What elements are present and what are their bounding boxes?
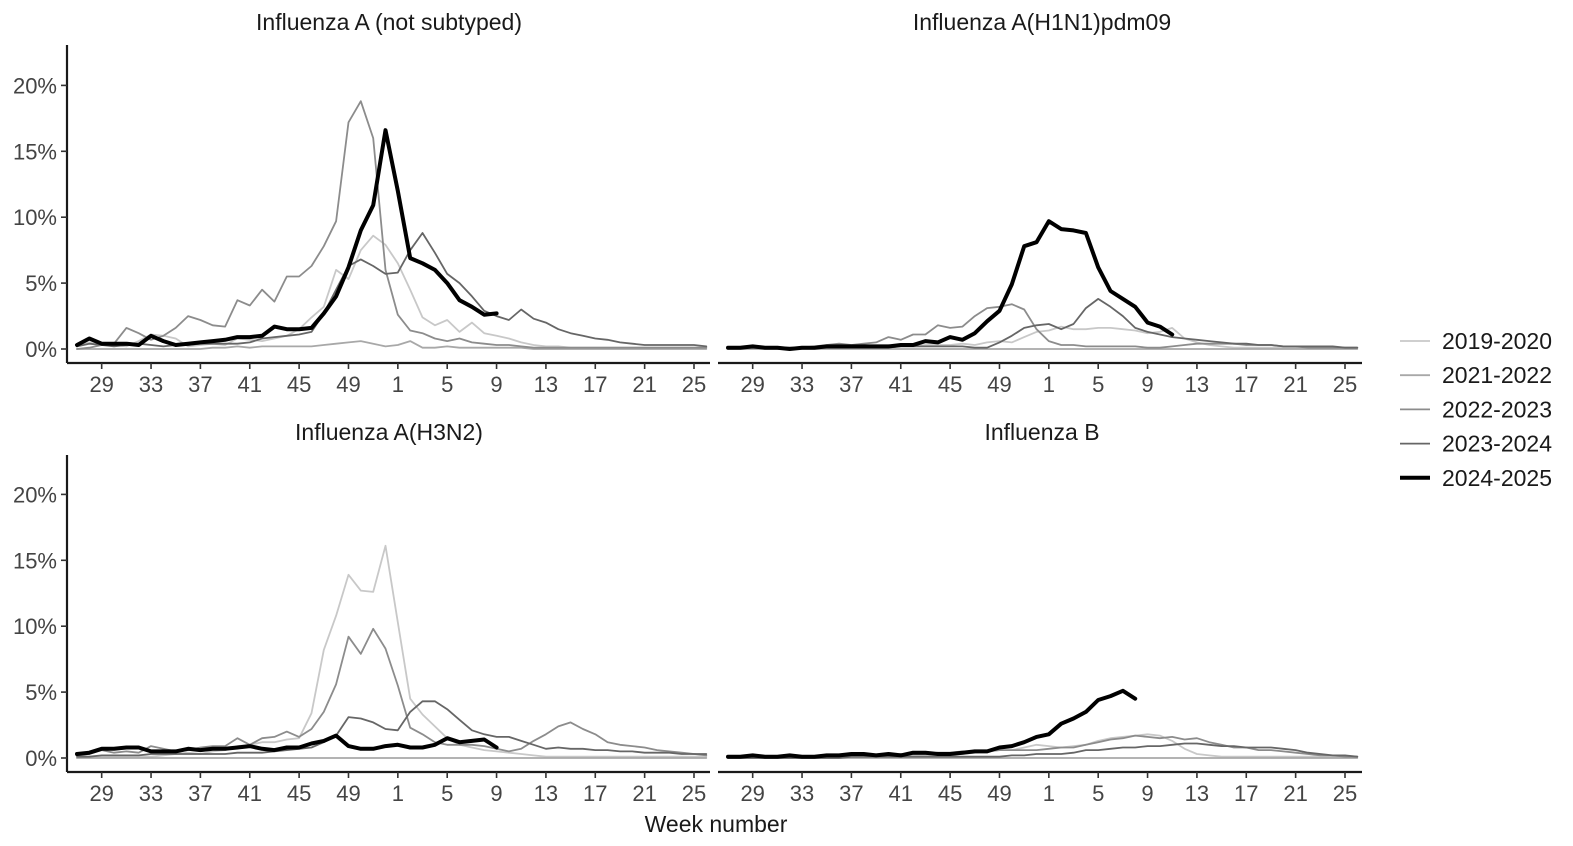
series-line-2023-2024 — [727, 742, 1359, 759]
y-tick-label: 0% — [25, 337, 57, 362]
x-tick-label: 29 — [740, 372, 764, 397]
x-tick-label: 5 — [1092, 372, 1104, 397]
series-line-2024-2025 — [75, 733, 499, 756]
x-tick-label: 13 — [534, 781, 558, 806]
series-line-2023-2024 — [727, 297, 1359, 349]
series-line-2022-2023 — [76, 100, 708, 350]
x-tick-label: 5 — [1092, 781, 1104, 806]
x-tick-label: 1 — [392, 372, 404, 397]
y-tick-label: 15% — [13, 548, 57, 573]
x-tick-label: 37 — [839, 781, 863, 806]
x-tick-label: 25 — [1333, 372, 1357, 397]
x-tick-label: 45 — [938, 372, 962, 397]
panel-title: Influenza A(H3N2) — [295, 419, 483, 445]
x-tick-label: 37 — [188, 781, 212, 806]
x-tick-label: 1 — [1043, 781, 1055, 806]
y-tick-label: 10% — [13, 614, 57, 639]
legend-label: 2019-2020 — [1442, 328, 1552, 354]
legend-label: 2021-2022 — [1442, 362, 1552, 388]
panel-title: Influenza A(H1N1)pdm09 — [913, 9, 1171, 35]
x-tick-label: 13 — [534, 372, 558, 397]
x-tick-label: 49 — [336, 781, 360, 806]
series-line-2024-2025 — [75, 128, 499, 347]
series-line-2019-2020 — [76, 544, 708, 759]
x-tick-label: 41 — [238, 372, 262, 397]
legend-label: 2023-2024 — [1442, 431, 1552, 457]
x-tick-label: 9 — [490, 781, 502, 806]
x-tick-label: 41 — [238, 781, 262, 806]
x-tick-label: 41 — [889, 372, 913, 397]
y-tick-label: 15% — [13, 139, 57, 164]
x-tick-label: 25 — [682, 372, 706, 397]
series-line-2022-2023 — [727, 303, 1359, 349]
series-line-2022-2023 — [76, 627, 708, 757]
x-tick-label: 9 — [490, 372, 502, 397]
x-tick-label: 13 — [1185, 781, 1209, 806]
x-tick-label: 45 — [287, 372, 311, 397]
x-tick-label: 41 — [889, 781, 913, 806]
x-tick-label: 49 — [336, 372, 360, 397]
x-tick-label: 33 — [139, 781, 163, 806]
x-tick-label: 21 — [632, 372, 656, 397]
x-tick-label: 33 — [790, 781, 814, 806]
x-tick-label: 21 — [1283, 781, 1307, 806]
x-tick-label: 17 — [1234, 372, 1258, 397]
x-tick-label: 21 — [1283, 372, 1307, 397]
x-tick-label: 49 — [987, 781, 1011, 806]
y-tick-label: 0% — [25, 746, 57, 771]
x-tick-label: 29 — [89, 372, 113, 397]
panel-title: Influenza A (not subtyped) — [256, 9, 522, 35]
series-line-2021-2022 — [76, 340, 708, 350]
chart-panel-3: Influenza A(H3N2) 0% 5% 10% 15% 20% 29 33 37 41 45… — [13, 419, 710, 806]
x-tick-label: 13 — [1185, 372, 1209, 397]
x-tick-label: 33 — [790, 372, 814, 397]
x-tick-label: 49 — [987, 372, 1011, 397]
y-tick-label: 10% — [13, 205, 57, 230]
x-tick-label: 37 — [188, 372, 212, 397]
x-tick-label: 25 — [682, 781, 706, 806]
series-line-2023-2024 — [76, 700, 708, 758]
x-tick-label: 29 — [89, 781, 113, 806]
y-tick-label: 5% — [25, 680, 57, 705]
x-tick-label: 45 — [287, 781, 311, 806]
x-tick-label: 45 — [938, 781, 962, 806]
x-tick-label: 21 — [632, 781, 656, 806]
x-tick-label: 17 — [1234, 781, 1258, 806]
x-axis-title: Week number — [645, 811, 788, 837]
legend-label: 2024-2025 — [1442, 465, 1552, 491]
y-tick-label: 5% — [25, 271, 57, 296]
x-tick-label: 17 — [583, 372, 607, 397]
panel-title: Influenza B — [984, 419, 1099, 445]
x-tick-label: 5 — [441, 372, 453, 397]
x-tick-label: 1 — [1043, 372, 1055, 397]
chart-panel-2: Influenza A(H1N1)pdm09 29 33 37 41 45 49 1 5 9 13 1… — [718, 9, 1362, 397]
x-tick-label: 1 — [392, 781, 404, 806]
x-tick-label: 25 — [1333, 781, 1357, 806]
x-tick-label: 37 — [839, 372, 863, 397]
legend: 2019-2020 2021-2022 2022-2023 2023-2024 2024… — [1400, 328, 1552, 491]
chart-panel-1: Influenza A (not subtyped) 0% 5% 10% 15% 20% 2… — [13, 9, 710, 397]
x-tick-label: 9 — [1141, 781, 1153, 806]
x-tick-label: 5 — [441, 781, 453, 806]
x-tick-label: 33 — [139, 372, 163, 397]
series-line-2024-2025 — [726, 219, 1175, 351]
series-line-2024-2025 — [726, 688, 1138, 759]
x-tick-label: 29 — [740, 781, 764, 806]
y-tick-label: 20% — [13, 482, 57, 507]
chart-panel-4: Influenza B 29 33 37 41 45 49 1 5 9 13 17 21 25 — [718, 419, 1362, 806]
legend-label: 2022-2023 — [1442, 396, 1552, 422]
x-tick-label: 9 — [1141, 372, 1153, 397]
x-tick-label: 17 — [583, 781, 607, 806]
y-tick-label: 20% — [13, 73, 57, 98]
